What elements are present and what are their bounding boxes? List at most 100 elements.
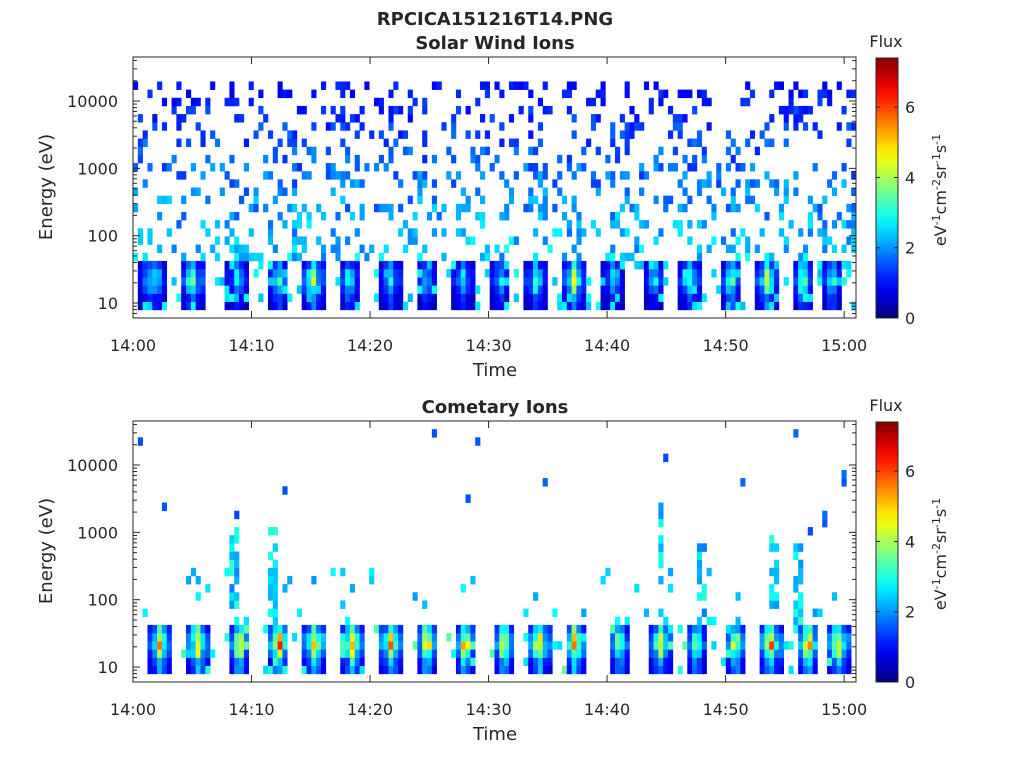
spectrogram-cell: [316, 293, 322, 302]
spectrogram-cell: [465, 641, 471, 650]
spectrogram-cell: [470, 665, 476, 675]
spectrogram-cell: [523, 608, 529, 618]
spectrogram-cell: [740, 657, 746, 666]
spectrogram-cell: [788, 641, 794, 650]
spectrogram-cell: [258, 260, 264, 270]
spectrogram-cell: [494, 301, 500, 311]
y-tick-label: 100: [87, 227, 118, 246]
spectrogram-cell: [711, 211, 717, 221]
spectrogram-cell: [600, 575, 606, 585]
solar-wind-panel: Solar Wind Ions 14:00 14:10 14:20 14:30 14:4…: [36, 32, 950, 381]
spectrogram-cell: [595, 89, 601, 99]
spectrogram-cell: [735, 252, 741, 262]
spectrogram-cell: [137, 114, 143, 123]
spectrogram-cell: [841, 657, 847, 666]
spectrogram-cell: [764, 649, 770, 658]
spectrogram-cell: [460, 641, 466, 650]
spectrogram-cell: [282, 293, 288, 302]
spectrogram-cell: [181, 293, 187, 302]
spectrogram-cell: [817, 89, 823, 99]
spectrogram-cell: [793, 171, 799, 180]
spectrogram-cell: [398, 301, 404, 311]
spectrogram-cell: [340, 633, 346, 642]
spectrogram-cell: [706, 567, 712, 577]
spectrogram-cell: [398, 633, 404, 642]
spectrogram-cell: [455, 301, 462, 311]
spectrogram-cell: [316, 657, 322, 666]
spectrogram-cell: [157, 260, 163, 270]
spectrogram-cell: [677, 293, 683, 302]
spectrogram-cell: [672, 220, 678, 229]
spectrogram-cell: [354, 624, 360, 634]
spectrogram-cell: [301, 236, 307, 245]
spectrogram-cell: [769, 285, 775, 294]
spectrogram-cell: [692, 105, 698, 115]
spectrogram-cell: [576, 269, 582, 278]
spectrogram-cell: [407, 89, 413, 99]
spectrogram-cell: [296, 211, 302, 221]
x-tick-label: 15:00: [821, 700, 867, 719]
spectrogram-cell: [480, 195, 486, 205]
spectrogram-cell: [181, 301, 187, 311]
spectrogram-cell: [422, 641, 428, 650]
spectrogram-cell: [634, 260, 640, 270]
spectrogram-cell: [267, 633, 274, 642]
spectrogram-cell: [161, 122, 168, 131]
spectrogram-cell: [846, 633, 852, 642]
spectrogram-cell: [200, 130, 206, 139]
spectrogram-cell: [696, 89, 703, 99]
spectrogram-cell: [287, 575, 293, 585]
spectrogram-cell: [764, 301, 770, 311]
spectrogram-cell: [692, 641, 698, 650]
spectrogram-cell: [277, 187, 283, 196]
spectrogram-cell: [480, 114, 486, 123]
spectrogram-cell: [320, 657, 327, 666]
spectrogram-cell: [330, 171, 336, 180]
spectrogram-cell: [465, 277, 471, 286]
spectrogram-cell: [340, 624, 346, 634]
spectrogram-cell: [774, 285, 780, 294]
spectrogram-cell: [287, 138, 293, 148]
spectrogram-cell: [653, 277, 659, 286]
spectrogram-cell: [383, 624, 389, 634]
spectrogram-cell: [166, 665, 172, 675]
spectrogram-cell: [827, 97, 833, 107]
spectrogram-cell: [769, 633, 775, 642]
spectrogram-cell: [214, 252, 221, 262]
spectrogram-cell: [499, 269, 505, 278]
spectrogram-cell: [195, 624, 201, 634]
spectrogram-cell: [301, 203, 307, 213]
spectrogram-cell: [571, 641, 577, 650]
spectrogram-cell: [851, 187, 857, 196]
spectrogram-cell: [533, 624, 539, 634]
spectrogram-cell: [542, 657, 548, 666]
spectrogram-cell: [460, 187, 466, 196]
spectrogram-cell: [239, 665, 245, 675]
spectrogram-cell: [610, 277, 616, 286]
spectrogram-cell: [147, 301, 153, 311]
spectrogram-cell: [234, 277, 240, 286]
spectrogram-cell: [841, 665, 847, 675]
spectrogram-cell: [508, 657, 515, 666]
spectrogram-cell: [166, 195, 172, 205]
spectrogram-cell: [436, 211, 442, 221]
spectrogram-cell: [431, 649, 437, 658]
spectrogram-cell: [470, 301, 476, 311]
spectrogram-cell: [465, 665, 471, 675]
spectrogram-cell: [730, 657, 736, 666]
spectrogram-cell: [696, 649, 703, 658]
spectrogram-cell: [258, 105, 264, 115]
spectrogram-cell: [692, 269, 698, 278]
spectrogram-cell: [643, 293, 650, 302]
spectrogram-cell: [798, 608, 804, 618]
spectrogram-cell: [234, 592, 240, 601]
spectrogram-cell: [349, 285, 356, 294]
spectrogram-cell: [701, 608, 707, 618]
spectrogram-cell: [827, 89, 833, 99]
spectrogram-cell: [687, 89, 693, 99]
spectrogram-cell: [851, 244, 857, 254]
spectrogram-cell: [243, 665, 249, 675]
spectrogram-cell: [219, 187, 225, 196]
spectrogram-cell: [311, 89, 317, 99]
spectrogram-cell: [783, 105, 789, 115]
